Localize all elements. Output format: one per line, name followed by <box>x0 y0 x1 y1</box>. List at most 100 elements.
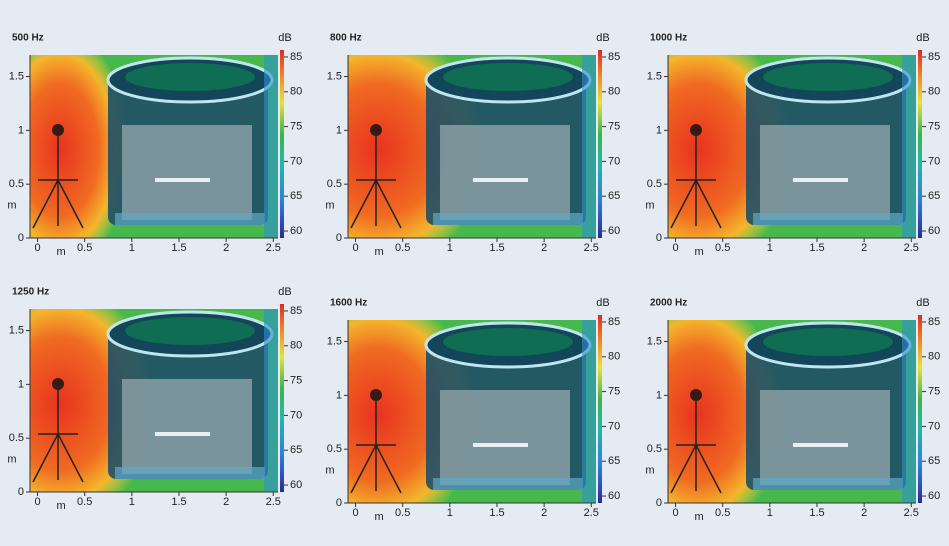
machine-panel <box>122 379 252 474</box>
x-tick-label: 1 <box>447 242 453 254</box>
colorbar-label: dB <box>596 32 609 44</box>
tripod-leg <box>350 444 377 494</box>
x-tick-label: 1.5 <box>489 507 504 519</box>
colorbar-tick-label: 60 <box>290 225 302 237</box>
colorbar-tick-label: 65 <box>928 455 940 467</box>
tripod-leg <box>32 179 59 229</box>
machine-base <box>433 213 583 225</box>
panel-title: 1000 Hz <box>650 33 687 44</box>
x-axis-label: m <box>57 500 66 512</box>
colorbar-tick-label: 60 <box>608 225 620 237</box>
tripod-leg <box>695 179 722 229</box>
colorbar-tick-label: 65 <box>608 190 620 202</box>
blue-edge <box>264 55 278 238</box>
colorbar-label: dB <box>916 32 929 44</box>
panel: 2000 Hz 0 0.5 1 1.5 2 2.5 m 0 0.5 1 1.5 m dB 60 65 70 75 8… <box>645 297 940 523</box>
x-tick-label: 2 <box>541 507 547 519</box>
tripod-leg <box>670 444 697 494</box>
y-axis-label: m <box>7 200 16 212</box>
y-tick-label: 0.5 <box>9 432 24 444</box>
tripod-leg <box>57 433 84 483</box>
x-tick-label: 1.5 <box>171 242 186 254</box>
y-tick-label: 0 <box>336 497 342 509</box>
x-tick-label: 1.5 <box>171 496 186 508</box>
colorbar <box>918 50 922 238</box>
colorbar <box>598 315 602 503</box>
x-axis-label: m <box>57 246 66 258</box>
x-tick-label: 1.5 <box>809 242 824 254</box>
machine-panel <box>440 390 570 485</box>
heatmap-image <box>30 309 278 492</box>
x-tick-label: 2.5 <box>584 507 599 519</box>
x-tick-label: 0.5 <box>395 242 410 254</box>
blue-edge <box>582 320 596 503</box>
panel-title: 500 Hz <box>12 33 44 44</box>
colorbar-tick-label: 85 <box>928 51 940 63</box>
x-tick-label: 0.5 <box>77 242 92 254</box>
panel: 800 Hz 0 0.5 1 1.5 2 2.5 m 0 0.5 1 1.5 m dB 60 65 70 75 80… <box>325 32 620 258</box>
colorbar-tick-label: 80 <box>290 86 302 98</box>
colorbar-tick-label: 80 <box>928 351 940 363</box>
blue-edge <box>902 320 916 503</box>
colorbar-tick-label: 75 <box>928 120 940 132</box>
x-tick-label: 2.5 <box>904 242 919 254</box>
panel-title: 1250 Hz <box>12 287 49 298</box>
y-tick-label: 1.5 <box>327 335 342 347</box>
colorbar-tick-label: 75 <box>608 385 620 397</box>
colorbar-label: dB <box>278 32 291 44</box>
machine-table <box>793 443 848 447</box>
x-tick-label: 2 <box>861 507 867 519</box>
x-tick-label: 2.5 <box>266 496 281 508</box>
y-tick-label: 1.5 <box>9 70 24 82</box>
x-tick-label: 2 <box>223 242 229 254</box>
tripod-leg <box>670 179 697 229</box>
colorbar-tick-label: 85 <box>608 51 620 63</box>
y-tick-label: 0 <box>656 497 662 509</box>
colorbar-tick-label: 80 <box>608 351 620 363</box>
colorbar-tick-label: 80 <box>608 86 620 98</box>
x-tick-label: 0 <box>34 242 40 254</box>
colorbar-tick-label: 70 <box>608 155 620 167</box>
machine-panel <box>440 125 570 220</box>
panel-title: 2000 Hz <box>650 298 687 309</box>
y-tick-label: 0.5 <box>327 443 342 455</box>
colorbar-tick-label: 60 <box>290 479 302 491</box>
hot-zone <box>30 55 130 238</box>
y-tick-label: 0.5 <box>647 443 662 455</box>
x-tick-label: 0 <box>672 242 678 254</box>
x-tick-label: 2.5 <box>584 242 599 254</box>
colorbar-tick-label: 60 <box>608 490 620 502</box>
x-tick-label: 0 <box>352 242 358 254</box>
machine-top-inner <box>763 63 893 91</box>
colorbar-tick-label: 85 <box>608 316 620 328</box>
x-tick-label: 2.5 <box>904 507 919 519</box>
tripod-leg <box>32 433 59 483</box>
machine-panel <box>760 125 890 220</box>
colorbar-label: dB <box>278 286 291 298</box>
panel-title: 800 Hz <box>330 33 362 44</box>
y-tick-label: 1 <box>656 389 662 401</box>
x-tick-label: 0 <box>34 496 40 508</box>
blue-edge <box>582 55 596 238</box>
x-tick-label: 0.5 <box>715 507 730 519</box>
x-tick-label: 1.5 <box>489 242 504 254</box>
colorbar-label: dB <box>596 297 609 309</box>
x-tick-label: 1 <box>129 496 135 508</box>
colorbar-tick-label: 70 <box>928 155 940 167</box>
y-axis-label: m <box>645 465 654 477</box>
x-tick-label: 1 <box>767 242 773 254</box>
tripod-leg <box>57 179 84 229</box>
y-axis-label: m <box>325 465 334 477</box>
tripod-leg <box>375 179 402 229</box>
y-tick-label: 1.5 <box>647 70 662 82</box>
x-tick-label: 1 <box>129 242 135 254</box>
tripod-leg <box>375 444 402 494</box>
machine-table <box>473 443 528 447</box>
x-tick-label: 1 <box>767 507 773 519</box>
blue-edge <box>902 55 916 238</box>
machine-base <box>753 213 903 225</box>
x-axis-label: m <box>695 511 704 523</box>
y-tick-label: 1 <box>656 124 662 136</box>
colorbar <box>918 315 922 503</box>
